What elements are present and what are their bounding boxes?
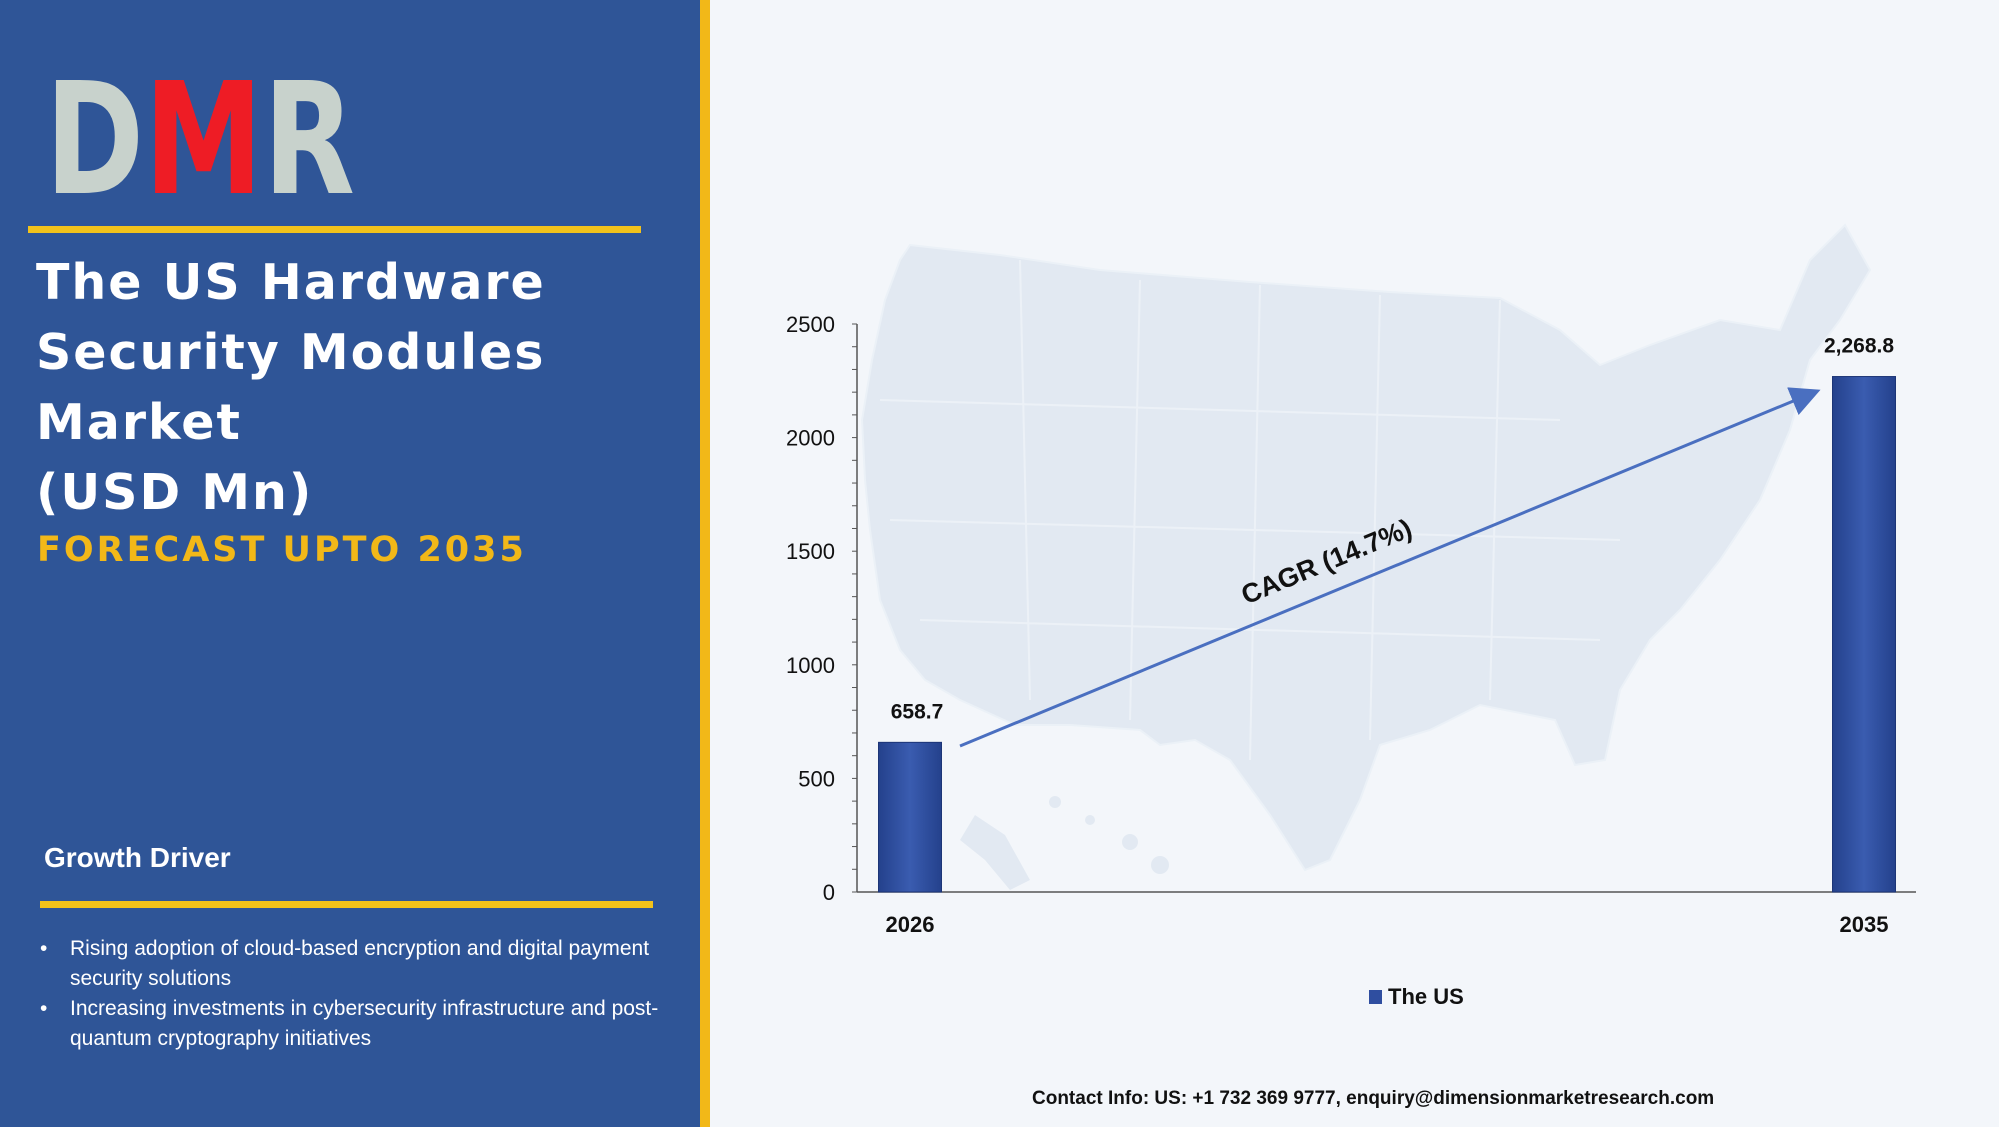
growth-driver-item: • Increasing investments in cybersecurit… (40, 994, 660, 1054)
y-tick-label: 500 (798, 766, 835, 791)
title-line: Market (36, 394, 242, 451)
x-axis-labels: 2026 2035 (886, 912, 1889, 937)
cagr-arrow (959, 387, 1821, 748)
usa-map-background (860, 223, 1872, 890)
bar (1832, 376, 1896, 893)
left-panel: DMR The US Hardware Security Modules Mar… (0, 0, 700, 1127)
y-tick-label: 1500 (786, 539, 835, 564)
legend-swatch (1369, 990, 1382, 1004)
bullet-icon: • (40, 997, 48, 1020)
svg-text:DMR: DMR (45, 65, 355, 200)
x-tick-label: 2035 (1840, 912, 1889, 937)
y-tick-label: 0 (823, 880, 835, 905)
legend: The US (1369, 984, 1464, 1009)
y-axis: 0 500 1000 1500 2000 2500 (786, 312, 1916, 905)
bars: 658.7 2,268.8 (878, 335, 1896, 893)
growth-driver-text: Increasing investments in cybersecurity … (70, 997, 659, 1050)
title-line: Security Modules (36, 324, 546, 381)
bullet-icon: • (40, 937, 48, 960)
page-title: The US Hardware Security Modules Market … (36, 248, 676, 528)
y-tick-label: 1000 (786, 653, 835, 678)
y-tick-label: 2000 (786, 426, 835, 451)
growth-driver-text: Rising adoption of cloud-based encryptio… (70, 937, 650, 990)
growth-driver-item: • Rising adoption of cloud-based encrypt… (40, 934, 660, 994)
y-tick-label: 2500 (786, 312, 835, 337)
bar (878, 741, 942, 893)
legend-label: The US (1388, 984, 1464, 1009)
growth-driver-heading: Growth Driver (44, 842, 231, 873)
growth-driver-divider (40, 901, 653, 908)
contact-info: Contact Info: US: +1 732 369 9777, enqui… (1032, 1088, 1715, 1109)
forecast-subtitle: FORECAST UPTO 2035 (37, 530, 527, 570)
x-tick-label: 2026 (886, 912, 935, 937)
gold-divider-bar (700, 0, 710, 1127)
data-label: 2,268.8 (1824, 335, 1894, 358)
growth-driver-list: • Rising adoption of cloud-based encrypt… (40, 934, 660, 1054)
title-divider (28, 226, 641, 233)
data-label: 658.7 (891, 700, 944, 723)
title-line: (USD Mn) (36, 464, 314, 521)
dmr-logo: DMR (45, 65, 355, 200)
title-line: The US Hardware (36, 254, 546, 311)
